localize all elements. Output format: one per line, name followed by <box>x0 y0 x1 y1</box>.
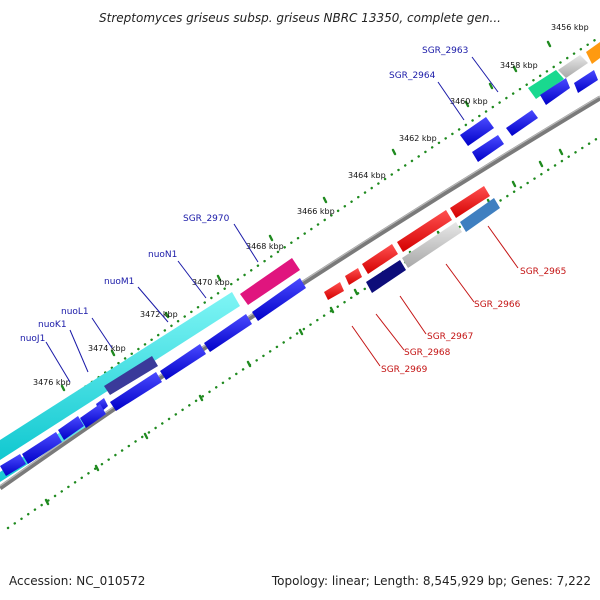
tick-label: 3458 kbp <box>500 61 538 70</box>
gene-blue[interactable] <box>472 135 504 162</box>
gene-label[interactable]: SGR_2970 <box>183 214 230 224</box>
gene-blue[interactable] <box>80 404 106 428</box>
gene-steel[interactable] <box>460 198 500 232</box>
gene-label[interactable]: SGR_2969 <box>381 365 428 375</box>
tick-labels: 3456 kbp 3458 kbp 3460 kbp 3462 kbp 3464… <box>33 23 589 387</box>
tick-label: 3462 kbp <box>399 134 437 143</box>
reverse-labels: SGR_2965 SGR_2966 SGR_2967 SGR_2968 SGR_… <box>381 267 566 375</box>
gene-blue[interactable] <box>22 432 62 464</box>
forward-leader-lines <box>45 56 499 383</box>
features-forward-blue <box>0 70 598 476</box>
tick-label: 3464 kbp <box>348 171 386 180</box>
tick-label: 3474 kbp <box>88 344 126 353</box>
features-slate <box>104 356 158 395</box>
tick-label: 3476 kbp <box>33 378 71 387</box>
gene-blue[interactable] <box>58 416 84 440</box>
gene-red[interactable] <box>345 268 362 285</box>
tick-label: 3472 kbp <box>140 310 178 319</box>
gene-blue[interactable] <box>252 278 306 321</box>
gene-label[interactable]: nuoL1 <box>61 307 89 317</box>
tick-label: 3456 kbp <box>551 23 589 32</box>
genome-summary-text: Topology: linear; Length: 8,545,929 bp; … <box>271 574 591 588</box>
gene-blue[interactable] <box>204 314 252 352</box>
gene-orange[interactable] <box>586 42 600 64</box>
gene-blue[interactable] <box>0 454 26 476</box>
gene-label[interactable]: SGR_2968 <box>404 348 451 358</box>
gene-gray-2[interactable] <box>402 222 462 268</box>
gene-label[interactable]: SGR_2965 <box>520 267 566 277</box>
gene-label[interactable]: nuoJ1 <box>20 334 45 344</box>
gene-magenta[interactable] <box>240 258 300 305</box>
gene-label[interactable]: nuoN1 <box>148 250 177 260</box>
gene-blue[interactable] <box>460 117 494 146</box>
gene-slate[interactable] <box>104 356 158 395</box>
forward-labels: SGR_2963 SGR_2964 SGR_2970 nuoN1 nuoM1 n… <box>20 46 468 344</box>
gene-label[interactable]: SGR_2963 <box>422 46 468 56</box>
tick-label: 3466 kbp <box>297 207 335 216</box>
gene-blue[interactable] <box>540 78 570 105</box>
tick-label: 3470 kbp <box>192 278 230 287</box>
tick-label: 3460 kbp <box>450 97 488 106</box>
major-ticks <box>44 40 564 506</box>
gene-label[interactable]: SGR_2966 <box>474 300 521 310</box>
tick-label: 3468 kbp <box>246 242 284 251</box>
gene-blue[interactable] <box>574 70 598 93</box>
features-reverse <box>324 186 500 300</box>
accession-text: Accession: NC_010572 <box>9 574 145 588</box>
gene-red[interactable] <box>397 210 452 252</box>
gene-blue[interactable] <box>160 344 206 380</box>
gene-gray[interactable] <box>558 55 588 78</box>
map-title: Streptomyces griseus subsp. griseus NBRC… <box>99 11 501 25</box>
gene-green[interactable] <box>528 70 564 99</box>
gene-red[interactable] <box>450 186 490 218</box>
gene-blue[interactable] <box>506 110 538 136</box>
gene-label[interactable]: nuoK1 <box>38 320 67 330</box>
reverse-leader-lines <box>351 225 519 367</box>
gene-red[interactable] <box>324 282 344 300</box>
gene-blue[interactable] <box>110 372 162 411</box>
gene-label[interactable]: SGR_2964 <box>389 71 436 81</box>
gene-red[interactable] <box>362 244 398 274</box>
gene-navy[interactable] <box>366 260 406 293</box>
gene-label[interactable]: SGR_2967 <box>427 332 473 342</box>
backbone-line <box>0 95 600 491</box>
gene-label[interactable]: nuoM1 <box>104 277 134 287</box>
